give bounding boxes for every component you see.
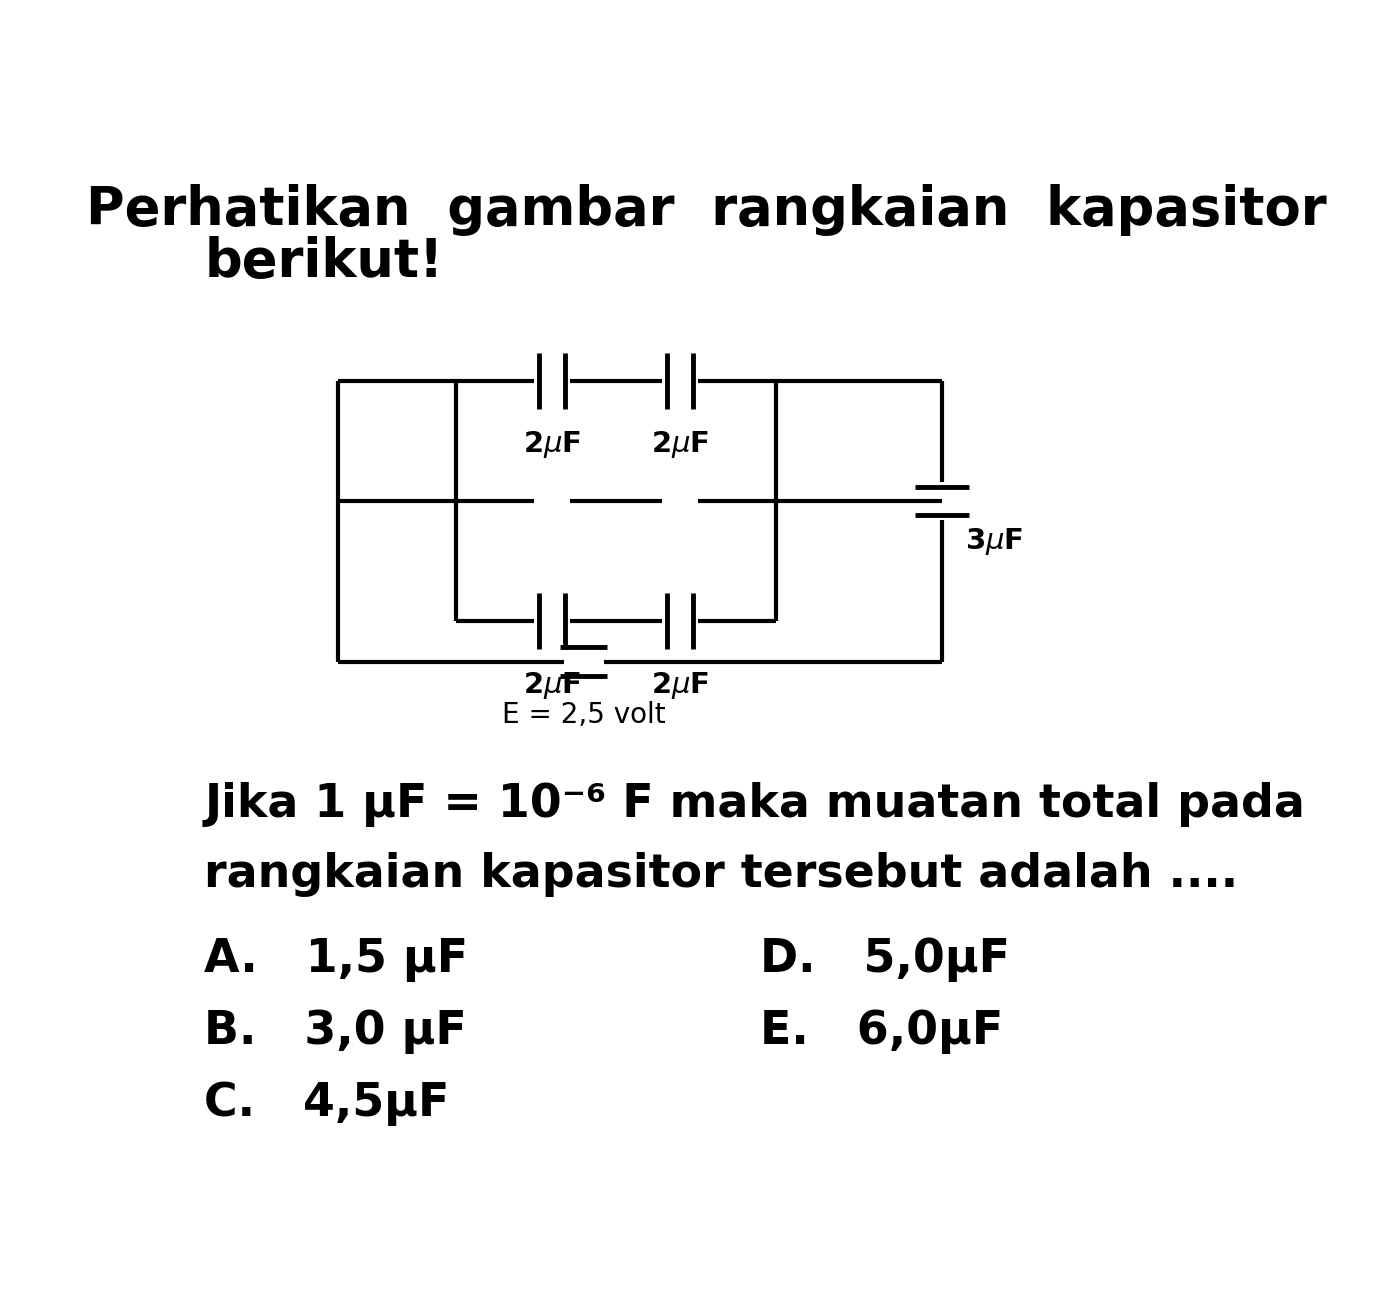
Text: E.   6,0μF: E. 6,0μF — [760, 1009, 1004, 1054]
Text: D.   5,0μF: D. 5,0μF — [760, 937, 1011, 982]
Text: 3$\mu$F: 3$\mu$F — [965, 526, 1023, 558]
Text: 2$\mu$F: 2$\mu$F — [651, 429, 709, 460]
Text: berikut!: berikut! — [204, 237, 444, 289]
Text: A.   1,5 μF: A. 1,5 μF — [204, 937, 469, 982]
Text: 2$\mu$F: 2$\mu$F — [651, 670, 709, 701]
Text: E = 2,5 volt: E = 2,5 volt — [502, 701, 666, 728]
Text: C.   4,5μF: C. 4,5μF — [204, 1080, 450, 1126]
Text: Jika 1 μF = 10⁻⁶ F maka muatan total pada: Jika 1 μF = 10⁻⁶ F maka muatan total pad… — [204, 781, 1306, 827]
Text: B.   3,0 μF: B. 3,0 μF — [204, 1009, 467, 1054]
Text: 2$\mu$F: 2$\mu$F — [523, 670, 581, 701]
Text: 2$\mu$F: 2$\mu$F — [523, 429, 581, 460]
Text: rangkaian kapasitor tersebut adalah ....: rangkaian kapasitor tersebut adalah .... — [204, 852, 1238, 897]
Text: Perhatikan  gambar  rangkaian  kapasitor: Perhatikan gambar rangkaian kapasitor — [87, 185, 1327, 237]
